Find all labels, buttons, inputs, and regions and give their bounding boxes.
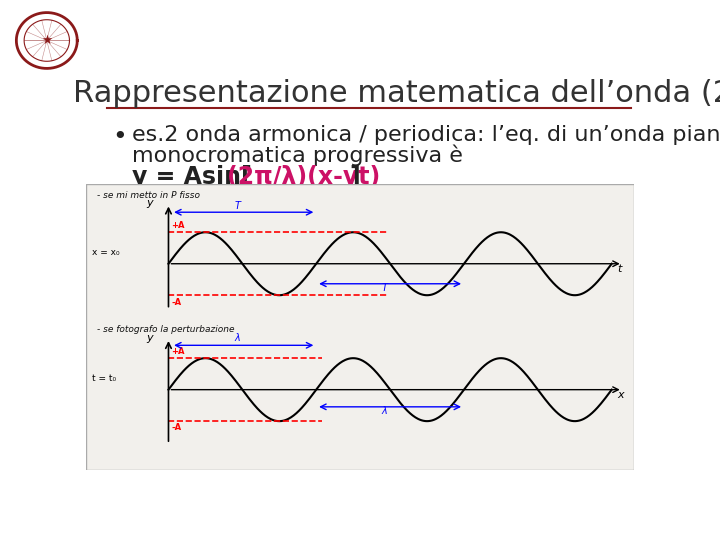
- Text: dove l’espressione in [ ] è la: dove l’espressione in [ ] è la: [132, 184, 454, 206]
- Text: fase: fase: [402, 184, 456, 204]
- Text: monocromatica progressiva è: monocromatica progressiva è: [132, 145, 463, 166]
- Text: - se fotografo la perturbazione: - se fotografo la perturbazione: [97, 326, 235, 334]
- Text: Rappresentazione matematica dell’onda (2): Rappresentazione matematica dell’onda (2…: [73, 79, 720, 109]
- Text: dell’onda: dell’onda: [434, 184, 544, 204]
- Text: T: T: [382, 283, 388, 293]
- Text: es.2 onda armonica / periodica: l’eq. di un’onda piana: es.2 onda armonica / periodica: l’eq. di…: [132, 125, 720, 145]
- Text: +A: +A: [171, 347, 185, 356]
- Text: λ: λ: [234, 333, 240, 343]
- Text: •: •: [112, 125, 127, 149]
- Text: +A: +A: [171, 221, 185, 230]
- Text: T: T: [234, 201, 240, 211]
- Text: y: y: [147, 333, 153, 343]
- Text: λ: λ: [382, 406, 387, 416]
- Text: y: y: [147, 199, 153, 208]
- Text: t = t₀: t = t₀: [92, 374, 116, 383]
- Text: x = x₀: x = x₀: [92, 248, 120, 257]
- Text: x: x: [617, 390, 624, 400]
- Text: -A: -A: [171, 298, 181, 307]
- Text: 58: 58: [608, 452, 631, 470]
- Text: t: t: [617, 264, 621, 274]
- Text: - se mi metto in P fisso: - se mi metto in P fisso: [97, 191, 200, 200]
- Text: ★: ★: [41, 34, 53, 47]
- Text: FLN mag 07: FLN mag 07: [259, 452, 367, 470]
- Text: (2π/λ)(x-vt): (2π/λ)(x-vt): [227, 165, 380, 188]
- Text: -A: -A: [171, 423, 181, 432]
- Text: ]: ]: [349, 165, 360, 188]
- Text: y = Asin[: y = Asin[: [132, 165, 251, 188]
